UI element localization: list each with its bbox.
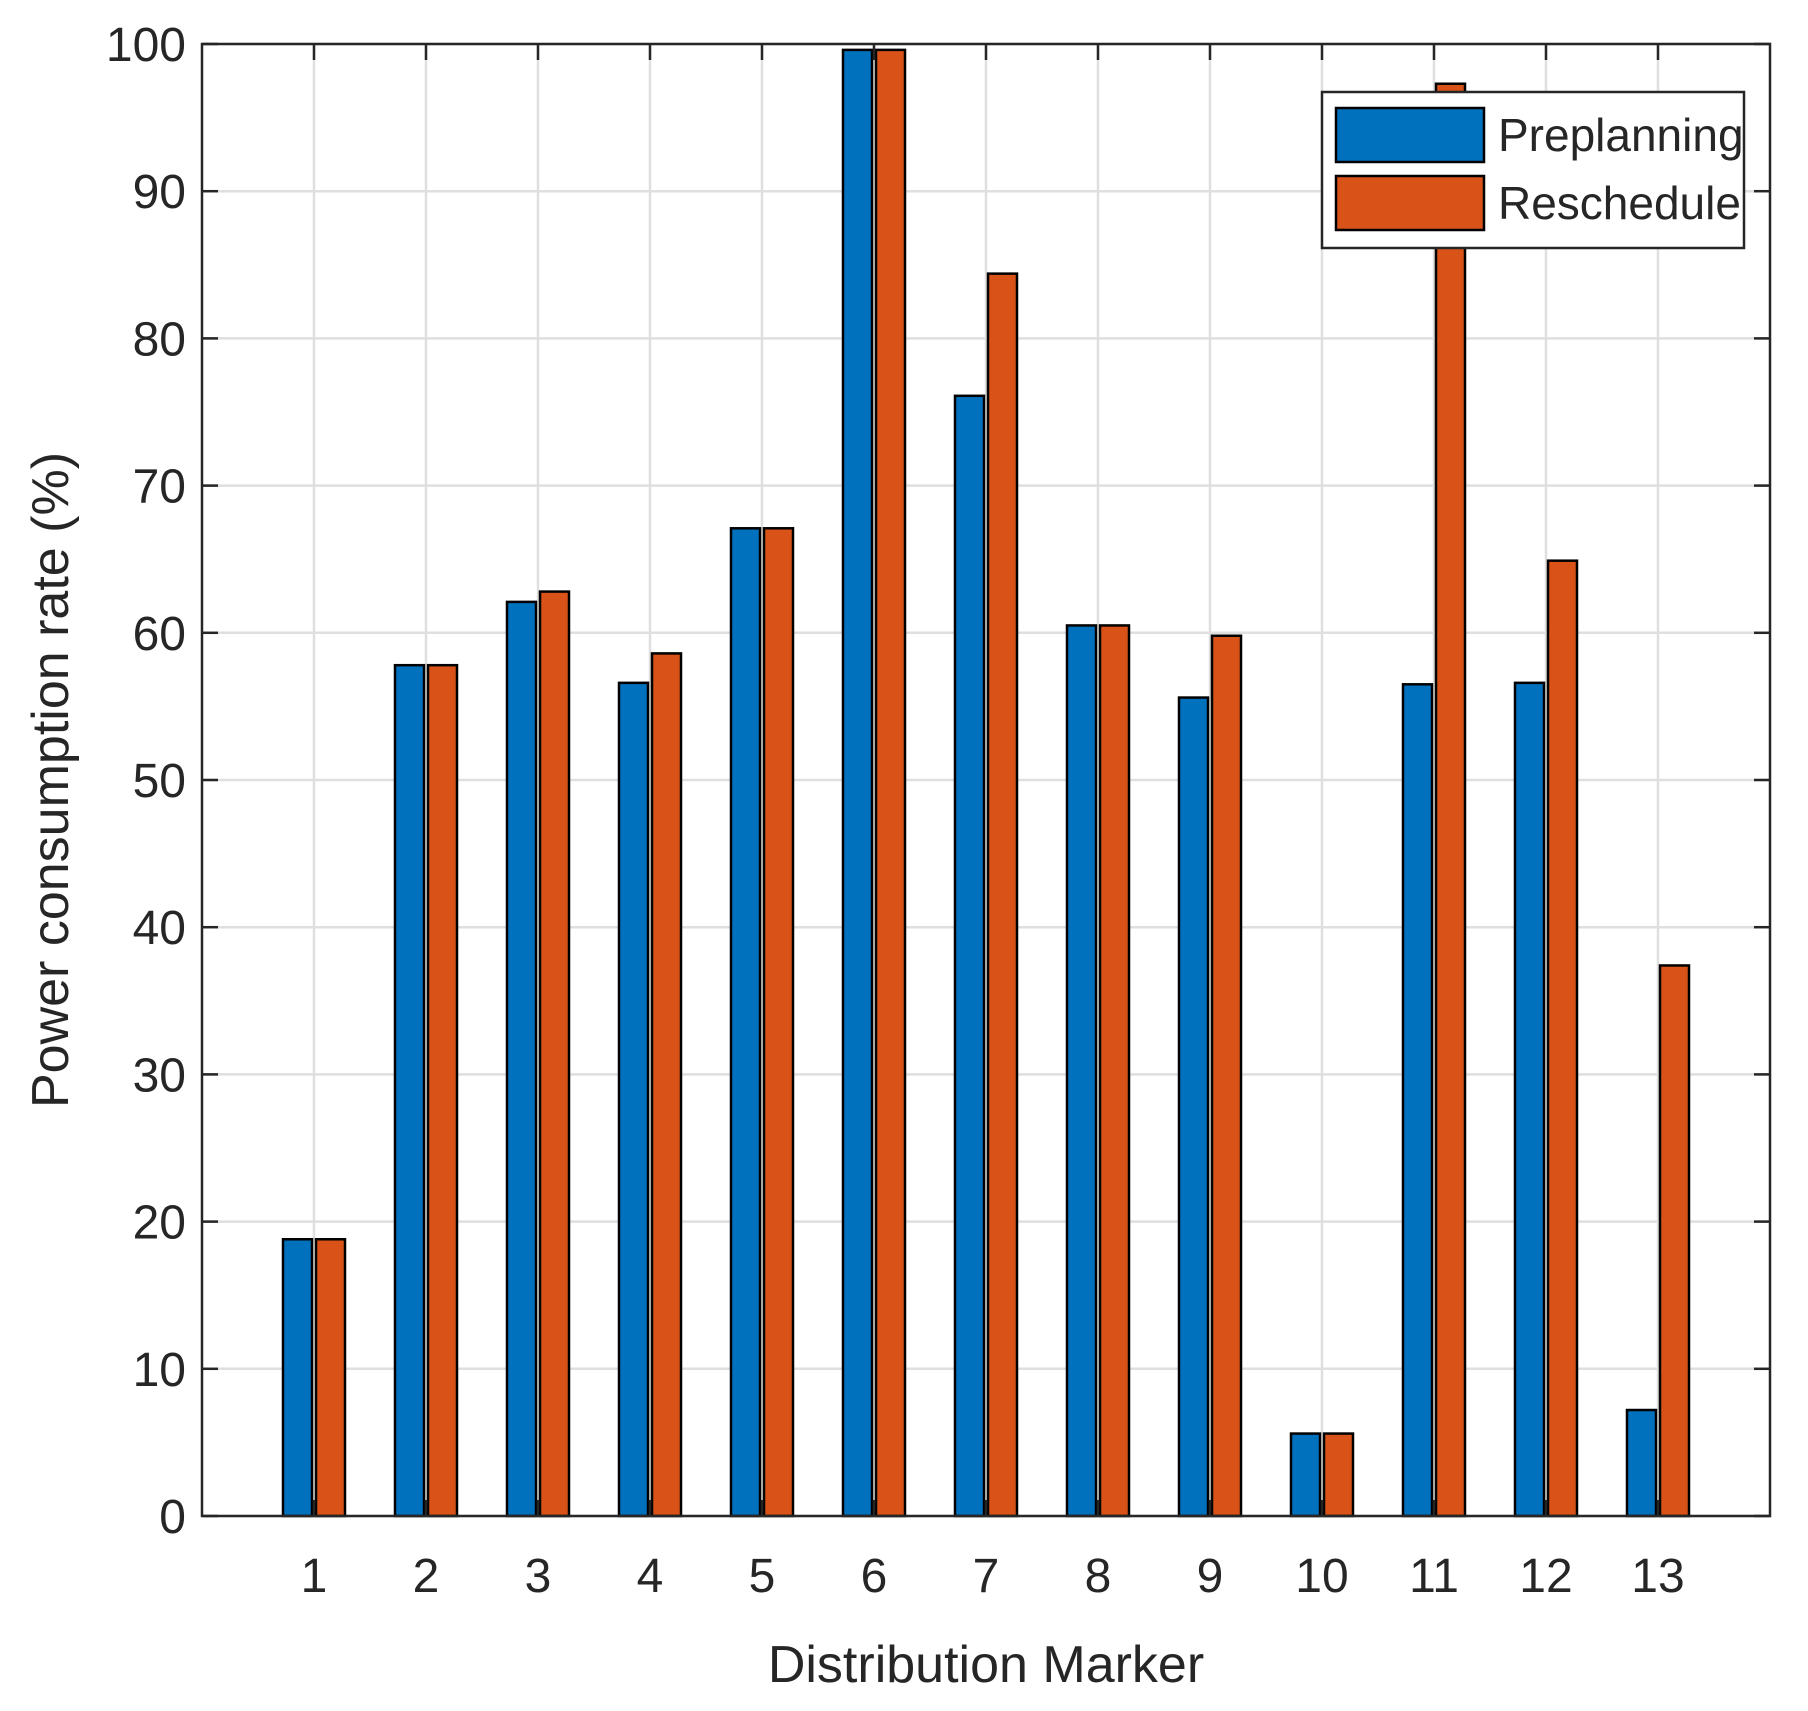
x-tick-label: 8 <box>1085 1550 1112 1603</box>
y-axis-label: Power consumption rate (%) <box>22 452 80 1108</box>
y-tick-label: 80 <box>133 313 186 366</box>
bar-reschedule-7 <box>986 272 1019 1518</box>
x-tick-label: 1 <box>301 1550 328 1603</box>
y-tick-label: 50 <box>133 755 186 808</box>
x-axis-label: Distribution Marker <box>768 1636 1204 1694</box>
bar-preplanning-9 <box>1177 696 1210 1518</box>
bar-preplanning-2 <box>393 663 426 1518</box>
y-tick-label: 90 <box>133 166 186 219</box>
bar-preplanning-12 <box>1513 681 1546 1518</box>
bar-reschedule-5 <box>762 527 795 1518</box>
bar-preplanning-3 <box>505 600 538 1518</box>
x-tick-label: 9 <box>1197 1550 1224 1603</box>
bar-preplanning-8 <box>1065 624 1098 1518</box>
bar-reschedule-10 <box>1322 1432 1355 1518</box>
y-tick-label: 40 <box>133 902 186 955</box>
x-tick-label: 3 <box>525 1550 552 1603</box>
bar-reschedule-3 <box>538 590 571 1518</box>
x-tick-label: 10 <box>1295 1550 1348 1603</box>
legend-label-preplanning: Preplanning <box>1498 109 1744 161</box>
bar-reschedule-2 <box>426 663 459 1518</box>
bar-preplanning-4 <box>617 681 650 1518</box>
x-tick-label: 7 <box>973 1550 1000 1603</box>
y-tick-label: 100 <box>106 19 186 72</box>
x-tick-label: 4 <box>637 1550 664 1603</box>
bar-reschedule-6 <box>874 48 907 1518</box>
bar-preplanning-11 <box>1401 683 1434 1518</box>
labels-layer: Distribution Marker Power consumption ra… <box>22 452 1204 1694</box>
y-tick-label: 20 <box>133 1197 186 1250</box>
y-tick-label: 30 <box>133 1049 186 1102</box>
bar-preplanning-13 <box>1625 1408 1658 1518</box>
y-tick-label: 70 <box>133 461 186 514</box>
bar-reschedule-9 <box>1210 634 1243 1518</box>
bar-reschedule-1 <box>314 1238 347 1518</box>
y-tick-label: 0 <box>159 1491 186 1544</box>
legend-swatch-preplanning <box>1334 106 1486 164</box>
x-tick-label: 5 <box>749 1550 776 1603</box>
bar-reschedule-8 <box>1098 624 1131 1518</box>
y-tick-label: 10 <box>133 1344 186 1397</box>
bar-reschedule-12 <box>1546 559 1579 1518</box>
x-tick-label: 13 <box>1631 1550 1684 1603</box>
x-tick-label: 12 <box>1519 1550 1572 1603</box>
bar-preplanning-10 <box>1289 1432 1322 1518</box>
bar-reschedule-13 <box>1658 964 1691 1518</box>
x-tick-label: 2 <box>413 1550 440 1603</box>
legend-swatch-reschedule <box>1334 174 1486 232</box>
x-tick-label: 6 <box>861 1550 888 1603</box>
bar-preplanning-6 <box>841 48 874 1518</box>
bar-reschedule-11 <box>1434 82 1467 1518</box>
legend: Preplanning Reschedule <box>1320 90 1746 250</box>
legend-label-reschedule: Reschedule <box>1498 177 1741 229</box>
bar-preplanning-5 <box>729 527 762 1518</box>
bar-reschedule-4 <box>650 652 683 1518</box>
x-tick-label: 11 <box>1409 1550 1459 1603</box>
bar-preplanning-7 <box>953 394 986 1518</box>
y-tick-label: 60 <box>133 608 186 661</box>
bar-preplanning-1 <box>281 1238 314 1518</box>
